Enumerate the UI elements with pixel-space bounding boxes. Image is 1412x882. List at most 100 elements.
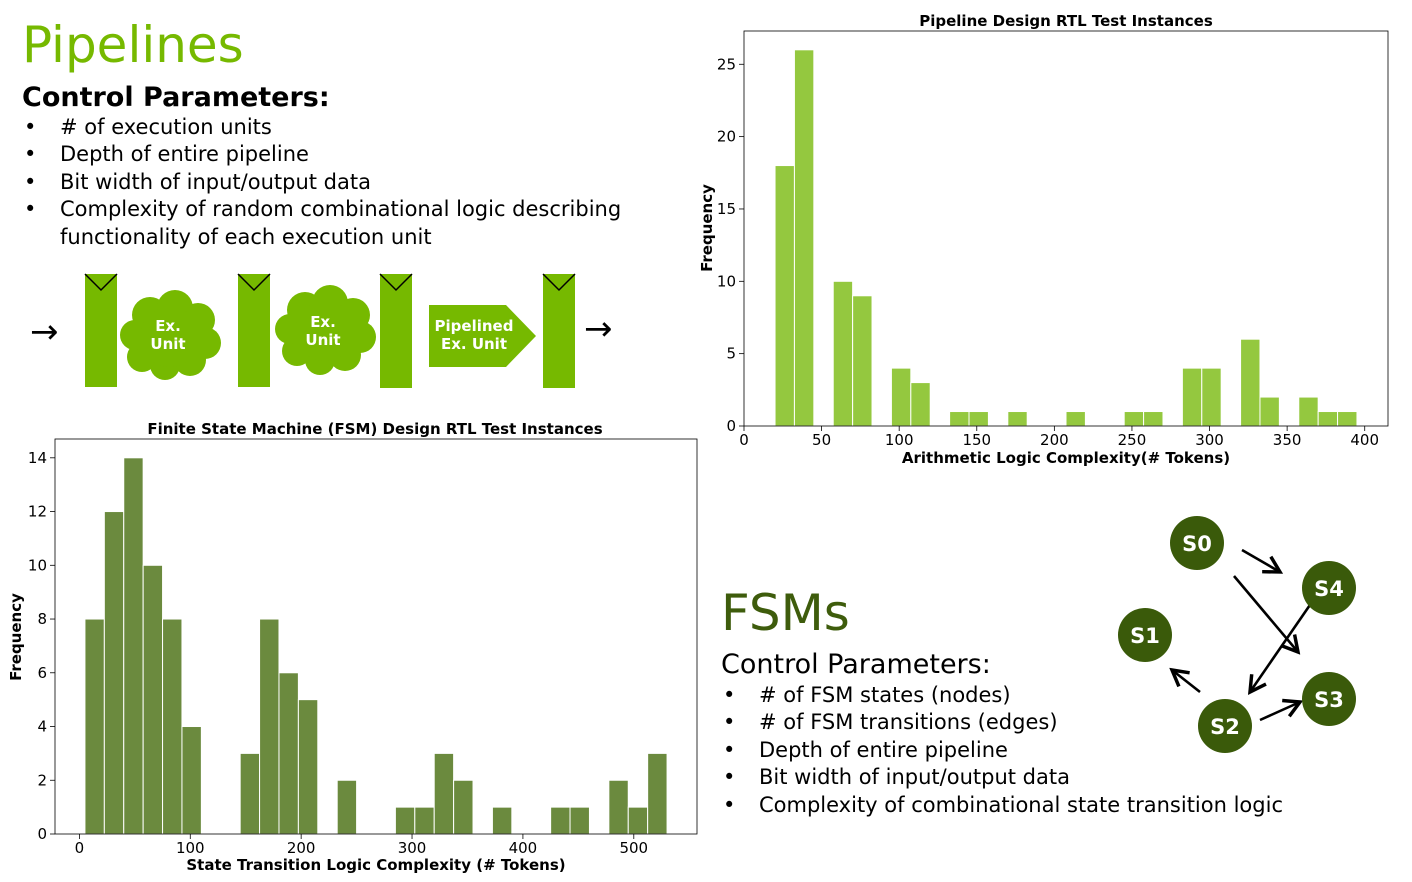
unit2-label-line2: Unit bbox=[305, 331, 340, 349]
histogram-bar bbox=[84, 618, 105, 835]
pipeline-register bbox=[237, 273, 271, 387]
fsms-control-title: Control Parameters: bbox=[721, 649, 991, 680]
x-tick-label: 200 bbox=[1040, 431, 1069, 449]
fsms-param-item: # of FSM transitions (edges) bbox=[721, 709, 1361, 737]
fsms-param-list: # of FSM states (nodes) # of FSM transit… bbox=[721, 682, 1361, 819]
x-tick-label: 350 bbox=[1273, 431, 1302, 449]
state-node-s2: S2 bbox=[1198, 699, 1252, 753]
pipelines-param-list: # of execution units Depth of entire pip… bbox=[22, 114, 672, 251]
histogram-bar bbox=[103, 511, 125, 835]
execution-unit-cloud bbox=[275, 285, 376, 375]
y-tick-label: 4 bbox=[37, 718, 47, 736]
histogram-bar bbox=[1317, 411, 1339, 427]
histogram-bar bbox=[162, 618, 183, 835]
histogram-bar bbox=[453, 779, 474, 835]
pipeline-output-arrow: → bbox=[584, 309, 613, 349]
histogram-bar bbox=[1201, 367, 1222, 427]
histogram-bar bbox=[394, 806, 416, 835]
histogram-bar bbox=[910, 382, 931, 427]
histogram-bar bbox=[890, 367, 912, 427]
x-axis-label: State Transition Logic Complexity (# Tok… bbox=[186, 856, 565, 874]
histogram-bar bbox=[793, 49, 815, 427]
histogram-bar bbox=[968, 411, 989, 427]
fsms-param-item: Bit width of input/output data bbox=[721, 764, 1361, 792]
y-tick-label: 12 bbox=[28, 503, 47, 521]
fsms-param-item: Depth of entire pipeline bbox=[721, 737, 1361, 765]
x-tick-label: 300 bbox=[398, 839, 427, 857]
state-node-s1: S1 bbox=[1118, 608, 1172, 662]
fsm-histogram-chart: Finite State Machine (FSM) Design RTL Te… bbox=[7, 420, 698, 874]
x-tick-label: 0 bbox=[75, 839, 85, 857]
histogram-bar bbox=[1007, 411, 1028, 427]
x-tick-label: 400 bbox=[509, 839, 538, 857]
fsms-param-item: # of FSM states (nodes) bbox=[721, 682, 1361, 710]
histogram-bar bbox=[1065, 411, 1086, 427]
state-node-s3: S3 bbox=[1302, 672, 1356, 726]
y-tick-label: 5 bbox=[726, 345, 736, 363]
histogram-bar bbox=[852, 295, 873, 427]
y-tick-label: 15 bbox=[717, 200, 736, 218]
state-node-s4: S4 bbox=[1302, 561, 1356, 615]
y-tick-label: 0 bbox=[726, 417, 736, 435]
pipeline-diagram: → Ex. Unit Ex. Unit Pipelined Ex. Unit → bbox=[30, 273, 613, 388]
x-axis-label: Arithmetic Logic Complexity(# Tokens) bbox=[902, 449, 1230, 467]
histogram-bar bbox=[414, 806, 435, 835]
histogram-bar bbox=[774, 165, 795, 427]
pipelines-title: Pipelines bbox=[22, 16, 244, 74]
chart-title: Pipeline Design RTL Test Instances bbox=[919, 12, 1213, 30]
plot-frame bbox=[54, 438, 698, 835]
svg-text:S4: S4 bbox=[1314, 577, 1344, 601]
pipelined-execution-unit bbox=[429, 305, 536, 367]
x-tick-label: 300 bbox=[1195, 431, 1224, 449]
pipeline-input-arrow: → bbox=[30, 312, 59, 352]
x-tick-label: 250 bbox=[1118, 431, 1147, 449]
histogram-bar bbox=[1240, 338, 1261, 427]
histogram-bar bbox=[433, 752, 455, 835]
x-tick-label: 400 bbox=[1350, 431, 1379, 449]
y-tick-label: 6 bbox=[37, 664, 47, 682]
x-tick-label: 200 bbox=[287, 839, 316, 857]
pipelines-param-item: Bit width of input/output data bbox=[22, 169, 672, 197]
histogram-bar bbox=[1181, 367, 1203, 427]
histogram-bar bbox=[832, 280, 854, 427]
y-tick-label: 2 bbox=[37, 771, 47, 789]
histogram-bar bbox=[608, 779, 629, 835]
histogram-bar bbox=[550, 806, 571, 835]
transition-edge bbox=[1172, 670, 1201, 694]
unit2-label-line1: Ex. bbox=[310, 313, 336, 331]
pipelines-param-item: Complexity of random combinational logic… bbox=[22, 196, 672, 251]
histogram-bar bbox=[181, 726, 202, 835]
x-tick-label: 0 bbox=[739, 431, 749, 449]
histogram-bar bbox=[1337, 411, 1358, 427]
x-tick-label: 100 bbox=[885, 431, 914, 449]
y-tick-label: 8 bbox=[37, 610, 47, 628]
pipeline-histogram-chart: Pipeline Design RTL Test Instances 0 50 10… bbox=[698, 12, 1389, 467]
transition-edge bbox=[1259, 702, 1300, 722]
histogram-bar bbox=[123, 457, 144, 835]
chart-title: Finite State Machine (FSM) Design RTL Te… bbox=[147, 420, 602, 438]
histogram-bar bbox=[142, 564, 164, 835]
pipeline-register bbox=[542, 273, 576, 388]
histogram-bar bbox=[297, 699, 319, 835]
histogram-bar bbox=[491, 806, 513, 835]
histogram-bar bbox=[1143, 411, 1164, 427]
svg-text:S0: S0 bbox=[1182, 532, 1212, 556]
x-tick-label: 50 bbox=[812, 431, 831, 449]
plot-frame bbox=[743, 30, 1389, 427]
unit3-label-line1: Pipelined bbox=[435, 317, 514, 335]
unit1-label-line1: Ex. bbox=[155, 317, 181, 335]
histogram-bar bbox=[278, 672, 299, 835]
histogram-bar bbox=[239, 752, 261, 835]
y-axis-label: Frequency bbox=[698, 184, 716, 272]
histogram-bar bbox=[627, 806, 649, 835]
state-node-s0: S0 bbox=[1170, 516, 1224, 570]
y-axis-label: Frequency bbox=[7, 593, 25, 681]
y-tick-label: 20 bbox=[717, 128, 736, 146]
pipeline-register bbox=[379, 273, 413, 388]
unit1-label-line2: Unit bbox=[150, 335, 185, 353]
y-tick-label: 10 bbox=[28, 556, 47, 574]
unit3-label-line2: Ex. Unit bbox=[441, 335, 507, 353]
x-tick-label: 100 bbox=[176, 839, 205, 857]
pipelines-param-item: Depth of entire pipeline bbox=[22, 141, 672, 169]
transition-edge bbox=[1241, 548, 1280, 572]
